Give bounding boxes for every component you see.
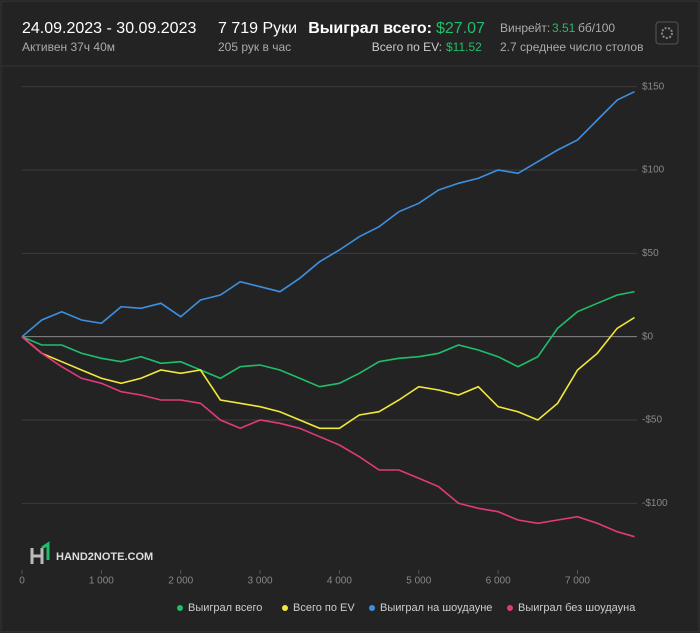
winrate-value: 3.51 — [552, 21, 576, 35]
y-tick-label: $50 — [642, 248, 659, 259]
settings-button[interactable] — [655, 21, 679, 45]
y-tick-label: $150 — [642, 81, 665, 92]
legend-dot — [282, 605, 288, 611]
y-tick-label: $100 — [642, 165, 665, 176]
series-line — [21, 90, 635, 338]
ev-label: Всего по EV: — [372, 40, 442, 54]
x-tick-label: 4 000 — [327, 576, 352, 587]
series-line — [21, 290, 635, 388]
tables: 2.7 среднее число столов — [500, 40, 643, 54]
logo-icon — [30, 548, 44, 564]
legend-label: Выиграл всего — [188, 602, 262, 614]
winrate-label: Винрейт: — [500, 21, 550, 35]
y-tick-label: -$50 — [642, 415, 662, 426]
x-tick-label: 3 000 — [248, 576, 273, 587]
legend-label: Выиграл на шоудауне — [380, 602, 492, 614]
hands: 7 719 Руки — [218, 20, 297, 37]
legend-label: Выиграл без шоудауна — [518, 602, 636, 614]
legend-dot — [177, 605, 183, 611]
legend-dot — [507, 605, 513, 611]
y-tick-label: -$100 — [642, 498, 668, 509]
x-tick-label: 1 000 — [89, 576, 114, 587]
legend-dot — [369, 605, 375, 611]
x-tick-label: 5 000 — [406, 576, 431, 587]
series-line — [21, 316, 635, 430]
x-tick-label: 6 000 — [486, 576, 511, 587]
logo: HAND2NOTE.COM — [56, 551, 153, 563]
legend-label: Всего по EV — [293, 602, 355, 614]
x-tick-label: 7 000 — [565, 576, 590, 587]
y-tick-label: $0 — [642, 331, 654, 342]
ev-value: $11.52 — [446, 40, 482, 54]
series-line — [21, 336, 635, 538]
x-tick-label: 2 000 — [168, 576, 193, 587]
winrate-unit: бб/100 — [578, 21, 615, 35]
x-tick-label: 0 — [19, 576, 25, 587]
rate: 205 рук в час — [218, 40, 291, 54]
active: Активен 37ч 40м — [22, 40, 115, 54]
period: 24.09.2023 - 30.09.2023 — [22, 20, 196, 37]
won-value: $27.07 — [436, 20, 485, 37]
won-label: Выиграл всего: — [308, 20, 432, 37]
settings-icon — [661, 27, 673, 39]
logo-accent — [41, 541, 50, 560]
